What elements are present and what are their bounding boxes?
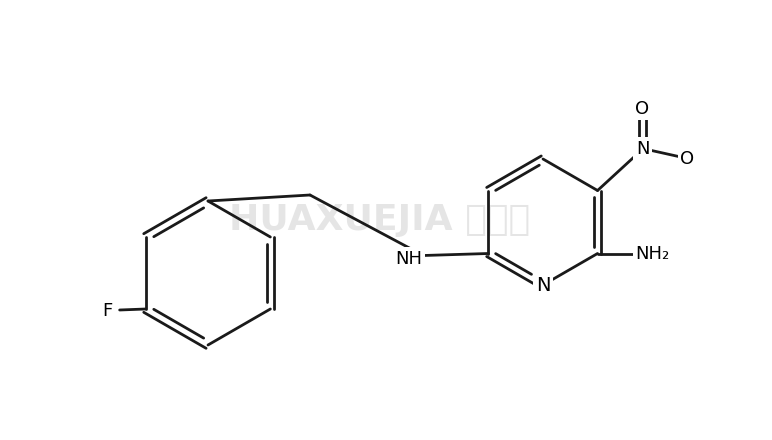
Text: F: F — [103, 302, 113, 320]
Text: NH: NH — [395, 249, 422, 268]
Text: N: N — [636, 139, 649, 158]
Text: O: O — [680, 150, 695, 168]
Text: HUAXUEJIA 化学加: HUAXUEJIA 化学加 — [229, 203, 530, 237]
Text: O: O — [635, 99, 649, 117]
Text: NH₂: NH₂ — [635, 245, 669, 263]
Text: N: N — [536, 275, 550, 294]
